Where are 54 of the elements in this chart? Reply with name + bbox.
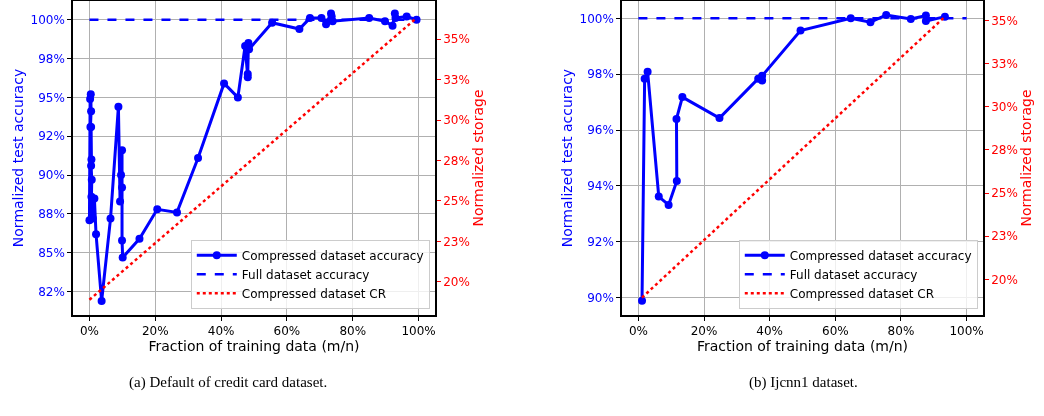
- y-tick-label: 100%: [579, 11, 614, 26]
- legend-label: Full dataset accuracy: [241, 267, 370, 282]
- y-tick-label: 98%: [587, 67, 614, 82]
- x-tick-label: 40%: [207, 324, 235, 339]
- y2-tick-label: 28%: [443, 153, 470, 168]
- y-axis-title: Normalized test accuracy: [558, 68, 575, 248]
- y-tick-label: 90%: [587, 290, 614, 305]
- y2-tick-label: 25%: [991, 186, 1018, 201]
- y2-tick-label: 23%: [443, 234, 470, 249]
- x-tick-label: 100%: [401, 324, 436, 339]
- y2-axis-title: Normalized storage: [1017, 89, 1034, 227]
- y2-tick-label: 20%: [991, 272, 1018, 287]
- y-tick-label: 98%: [38, 51, 65, 66]
- y-tick-label: 82%: [38, 284, 65, 299]
- legend-label: Full dataset accuracy: [789, 267, 918, 282]
- y2-tick-label: 30%: [991, 100, 1018, 115]
- legend-label: Compressed dataset accuracy: [789, 248, 972, 263]
- y-tick-label: 95%: [38, 90, 65, 105]
- y2-tick-label: 30%: [443, 113, 470, 128]
- x-tick-label: 20%: [141, 324, 169, 339]
- y2-axis-title: Normalized storage: [469, 89, 486, 227]
- x-axis-title: Fraction of training data (m/n): [696, 338, 909, 355]
- x-tick-label: 0%: [628, 324, 648, 339]
- y2-tick-label: 25%: [443, 194, 470, 209]
- legend-label: Compressed dataset CR: [241, 286, 387, 301]
- y-tick-label: 94%: [587, 179, 614, 194]
- y-tick-label: 100%: [30, 12, 65, 27]
- y2-tick-label: 33%: [443, 72, 470, 87]
- x-tick-label: 80%: [339, 324, 367, 339]
- x-tick-label: 40%: [756, 324, 784, 339]
- x-tick-label: 100%: [949, 324, 984, 339]
- x-axis-title: Fraction of training data (m/n): [148, 338, 360, 355]
- y-tick-label: 92%: [38, 129, 65, 144]
- y-tick-label: 88%: [38, 207, 65, 222]
- y2-tick-label: 20%: [443, 275, 470, 290]
- y2-tick-label: 33%: [991, 56, 1018, 71]
- text: (a) Default of credit card dataset.: [129, 374, 328, 391]
- y-tick-label: 92%: [587, 235, 614, 250]
- x-tick-label: 0%: [79, 324, 99, 339]
- legend-label: Compressed dataset accuracy: [241, 248, 424, 263]
- x-tick-label: 60%: [273, 324, 301, 339]
- y-axis-title: Normalized test accuracy: [9, 68, 26, 248]
- y2-tick-label: 23%: [991, 229, 1018, 244]
- legend-label: Compressed dataset CR: [789, 286, 935, 301]
- x-tick-label: 60%: [821, 324, 849, 339]
- y-tick-label: 96%: [587, 123, 614, 138]
- y2-tick-label: 28%: [991, 143, 1018, 158]
- y2-tick-label: 35%: [443, 32, 470, 47]
- y-tick-label: 85%: [38, 246, 65, 261]
- text: (b) Ijcnn1 dataset.: [749, 374, 858, 391]
- x-tick-label: 80%: [887, 324, 915, 339]
- y-tick-label: 90%: [38, 168, 65, 183]
- y2-tick-label: 35%: [991, 13, 1018, 28]
- x-tick-label: 20%: [690, 324, 718, 339]
